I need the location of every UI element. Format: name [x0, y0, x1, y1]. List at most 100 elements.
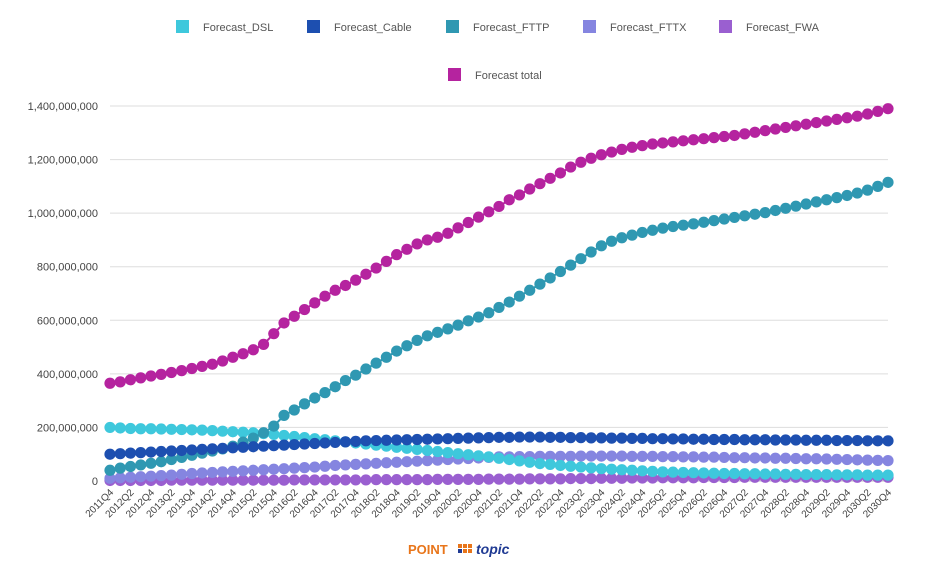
data-point [124, 471, 137, 483]
data-point [247, 441, 259, 453]
legend-label-2: Forecast_FTTP [473, 22, 549, 34]
data-point [636, 465, 648, 477]
data-point [565, 259, 577, 271]
data-point [411, 433, 423, 446]
data-point [329, 436, 341, 449]
data-point [800, 453, 812, 465]
data-point [319, 474, 331, 486]
data-point [749, 468, 761, 480]
data-point [442, 433, 454, 445]
data-point [442, 323, 454, 335]
data-point [565, 161, 577, 173]
data-point [104, 421, 116, 434]
data-point [872, 454, 884, 466]
data-point [309, 392, 321, 404]
data-point [503, 453, 515, 466]
data-point [820, 194, 833, 206]
data-point [391, 434, 403, 446]
data-point [708, 215, 720, 227]
data-point [718, 433, 730, 446]
data-point [698, 133, 710, 145]
data-point [391, 345, 403, 357]
legend-label-3: Forecast_FTTX [610, 22, 687, 34]
data-point [831, 434, 843, 447]
data-point [544, 172, 556, 184]
data-point [370, 357, 382, 369]
data-point [145, 370, 157, 382]
data-point [616, 143, 628, 155]
data-point [718, 451, 730, 464]
y-tick-label: 600,000,000 [37, 315, 98, 327]
data-point [401, 340, 413, 352]
data-point [452, 473, 464, 485]
data-point [165, 366, 178, 379]
data-point [882, 469, 894, 481]
data-point [861, 184, 874, 196]
data-point [298, 303, 311, 316]
data-point [544, 473, 556, 485]
data-point [749, 452, 761, 464]
data-point [872, 469, 884, 481]
data-point [483, 206, 495, 218]
data-point [268, 428, 280, 440]
data-point [646, 433, 659, 445]
data-point [380, 351, 392, 363]
data-point [861, 435, 874, 447]
data-point [872, 435, 884, 447]
data-point [739, 434, 751, 446]
data-point [861, 454, 874, 466]
data-point [217, 425, 229, 437]
data-point [646, 224, 659, 236]
data-point [739, 452, 751, 464]
data-point [851, 187, 863, 199]
data-point [278, 463, 290, 475]
data-point [360, 363, 372, 375]
data-point [431, 454, 444, 466]
data-point [513, 189, 526, 201]
data-point [575, 432, 587, 444]
data-point [698, 216, 710, 228]
data-point [472, 211, 485, 223]
x-axis-ticks: 2011Q42012Q22012Q42013Q22013Q42014Q22014… [84, 487, 895, 520]
data-point [790, 120, 802, 132]
data-point [431, 433, 444, 445]
data-point [391, 474, 403, 486]
data-point [554, 473, 567, 485]
data-point [114, 462, 126, 474]
data-point [114, 376, 126, 388]
data-point [554, 265, 567, 278]
data-point [104, 377, 116, 389]
data-point [493, 473, 505, 485]
data-point [462, 473, 474, 485]
data-point [841, 434, 853, 447]
data-point [350, 369, 362, 381]
data-point [452, 222, 464, 234]
data-point [851, 110, 863, 122]
data-point [247, 344, 259, 356]
data-point [217, 355, 229, 367]
data-point [452, 448, 464, 460]
data-point [534, 473, 546, 485]
data-point [646, 450, 659, 462]
data-point [636, 140, 648, 152]
data-point [206, 466, 218, 479]
data-point [227, 442, 239, 454]
data-point [718, 213, 730, 225]
data-point [524, 473, 536, 485]
data-point [350, 274, 362, 286]
data-point [882, 176, 894, 188]
data-point [513, 473, 526, 485]
data-point [421, 444, 433, 457]
data-point [831, 192, 843, 204]
data-point [196, 424, 208, 436]
data-point [595, 240, 607, 252]
data-point [288, 310, 300, 322]
data-point [380, 474, 392, 486]
data-point [339, 459, 352, 471]
data-point [472, 473, 485, 485]
data-point [800, 198, 812, 210]
data-point [708, 433, 720, 446]
data-point [114, 448, 126, 460]
data-point [124, 460, 137, 473]
